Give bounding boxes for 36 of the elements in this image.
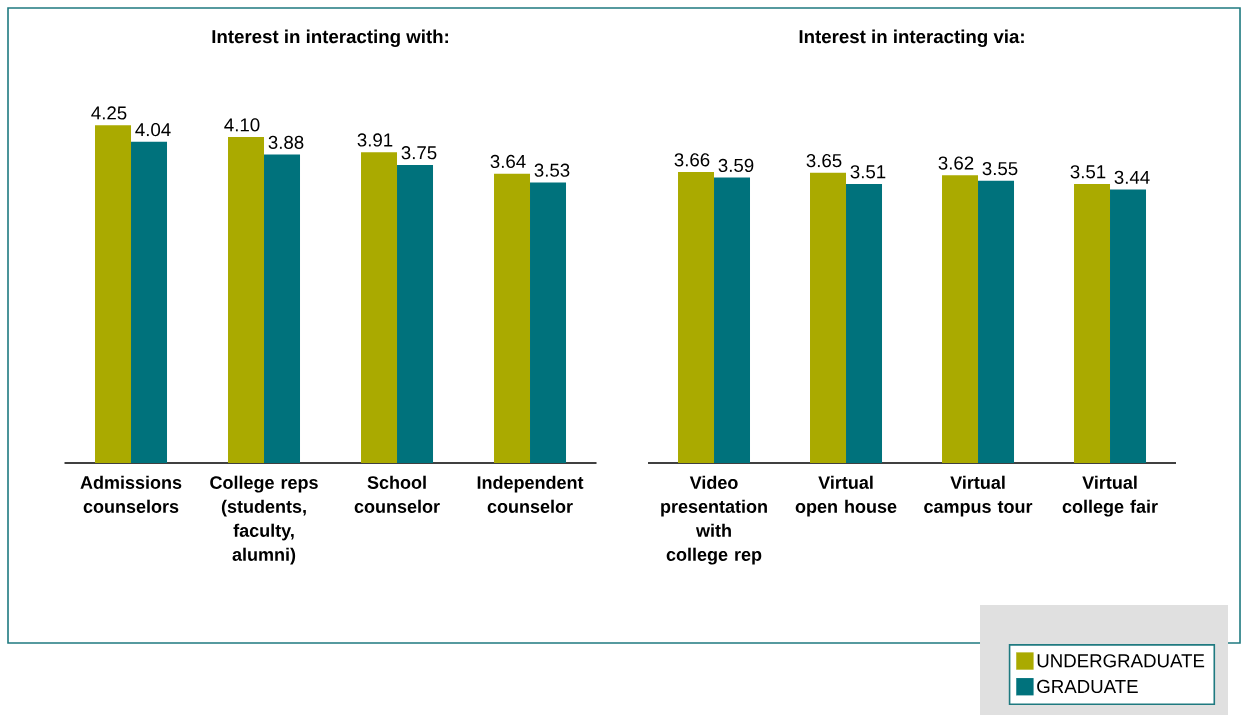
chart-title: Interest in interacting via: bbox=[799, 29, 1024, 47]
x-tick-label: School counselor bbox=[354, 475, 440, 513]
data-label: 3.51 bbox=[1070, 165, 1106, 179]
data-label: 3.51 bbox=[850, 165, 886, 179]
x-tick-label: Virtual campus tour bbox=[924, 475, 1033, 517]
bar bbox=[264, 154, 301, 463]
x-tick-label: Admissions counselors bbox=[80, 475, 182, 513]
bar bbox=[530, 182, 567, 463]
data-label: 3.66 bbox=[674, 153, 710, 167]
data-label: 3.65 bbox=[806, 154, 842, 168]
bar bbox=[228, 137, 265, 463]
x-tick-label: Independent counselor bbox=[477, 475, 584, 513]
x-tick-label: College reps (students, faculty, alumni) bbox=[210, 475, 318, 565]
x-tick-label: Video presentation with college rep bbox=[661, 475, 767, 565]
legend-label: GRADUATE bbox=[1037, 679, 1138, 694]
data-label: 3.53 bbox=[534, 163, 570, 177]
data-label: 3.64 bbox=[490, 154, 526, 169]
chart-title: Interest in interacting with: bbox=[212, 29, 448, 47]
data-label: 3.62 bbox=[938, 156, 974, 170]
legend-label: UNDERGRADUATE bbox=[1037, 654, 1205, 668]
data-label: 4.10 bbox=[224, 118, 260, 132]
x-tick-label: Virtual open house bbox=[795, 475, 897, 517]
data-label: 4.04 bbox=[135, 123, 171, 137]
data-label: 3.88 bbox=[268, 135, 304, 149]
data-label: 3.91 bbox=[357, 133, 393, 147]
bar bbox=[494, 173, 531, 463]
data-label: 4.25 bbox=[91, 106, 127, 120]
data-label: 3.59 bbox=[718, 158, 754, 173]
bar bbox=[361, 152, 398, 463]
data-label: 3.44 bbox=[1114, 170, 1150, 184]
bar bbox=[397, 164, 434, 463]
data-label: 3.55 bbox=[982, 161, 1018, 176]
data-label: 3.75 bbox=[401, 146, 437, 160]
x-tick-label: Virtual college fair bbox=[1062, 475, 1158, 517]
bar bbox=[95, 125, 132, 463]
bar bbox=[131, 141, 168, 463]
